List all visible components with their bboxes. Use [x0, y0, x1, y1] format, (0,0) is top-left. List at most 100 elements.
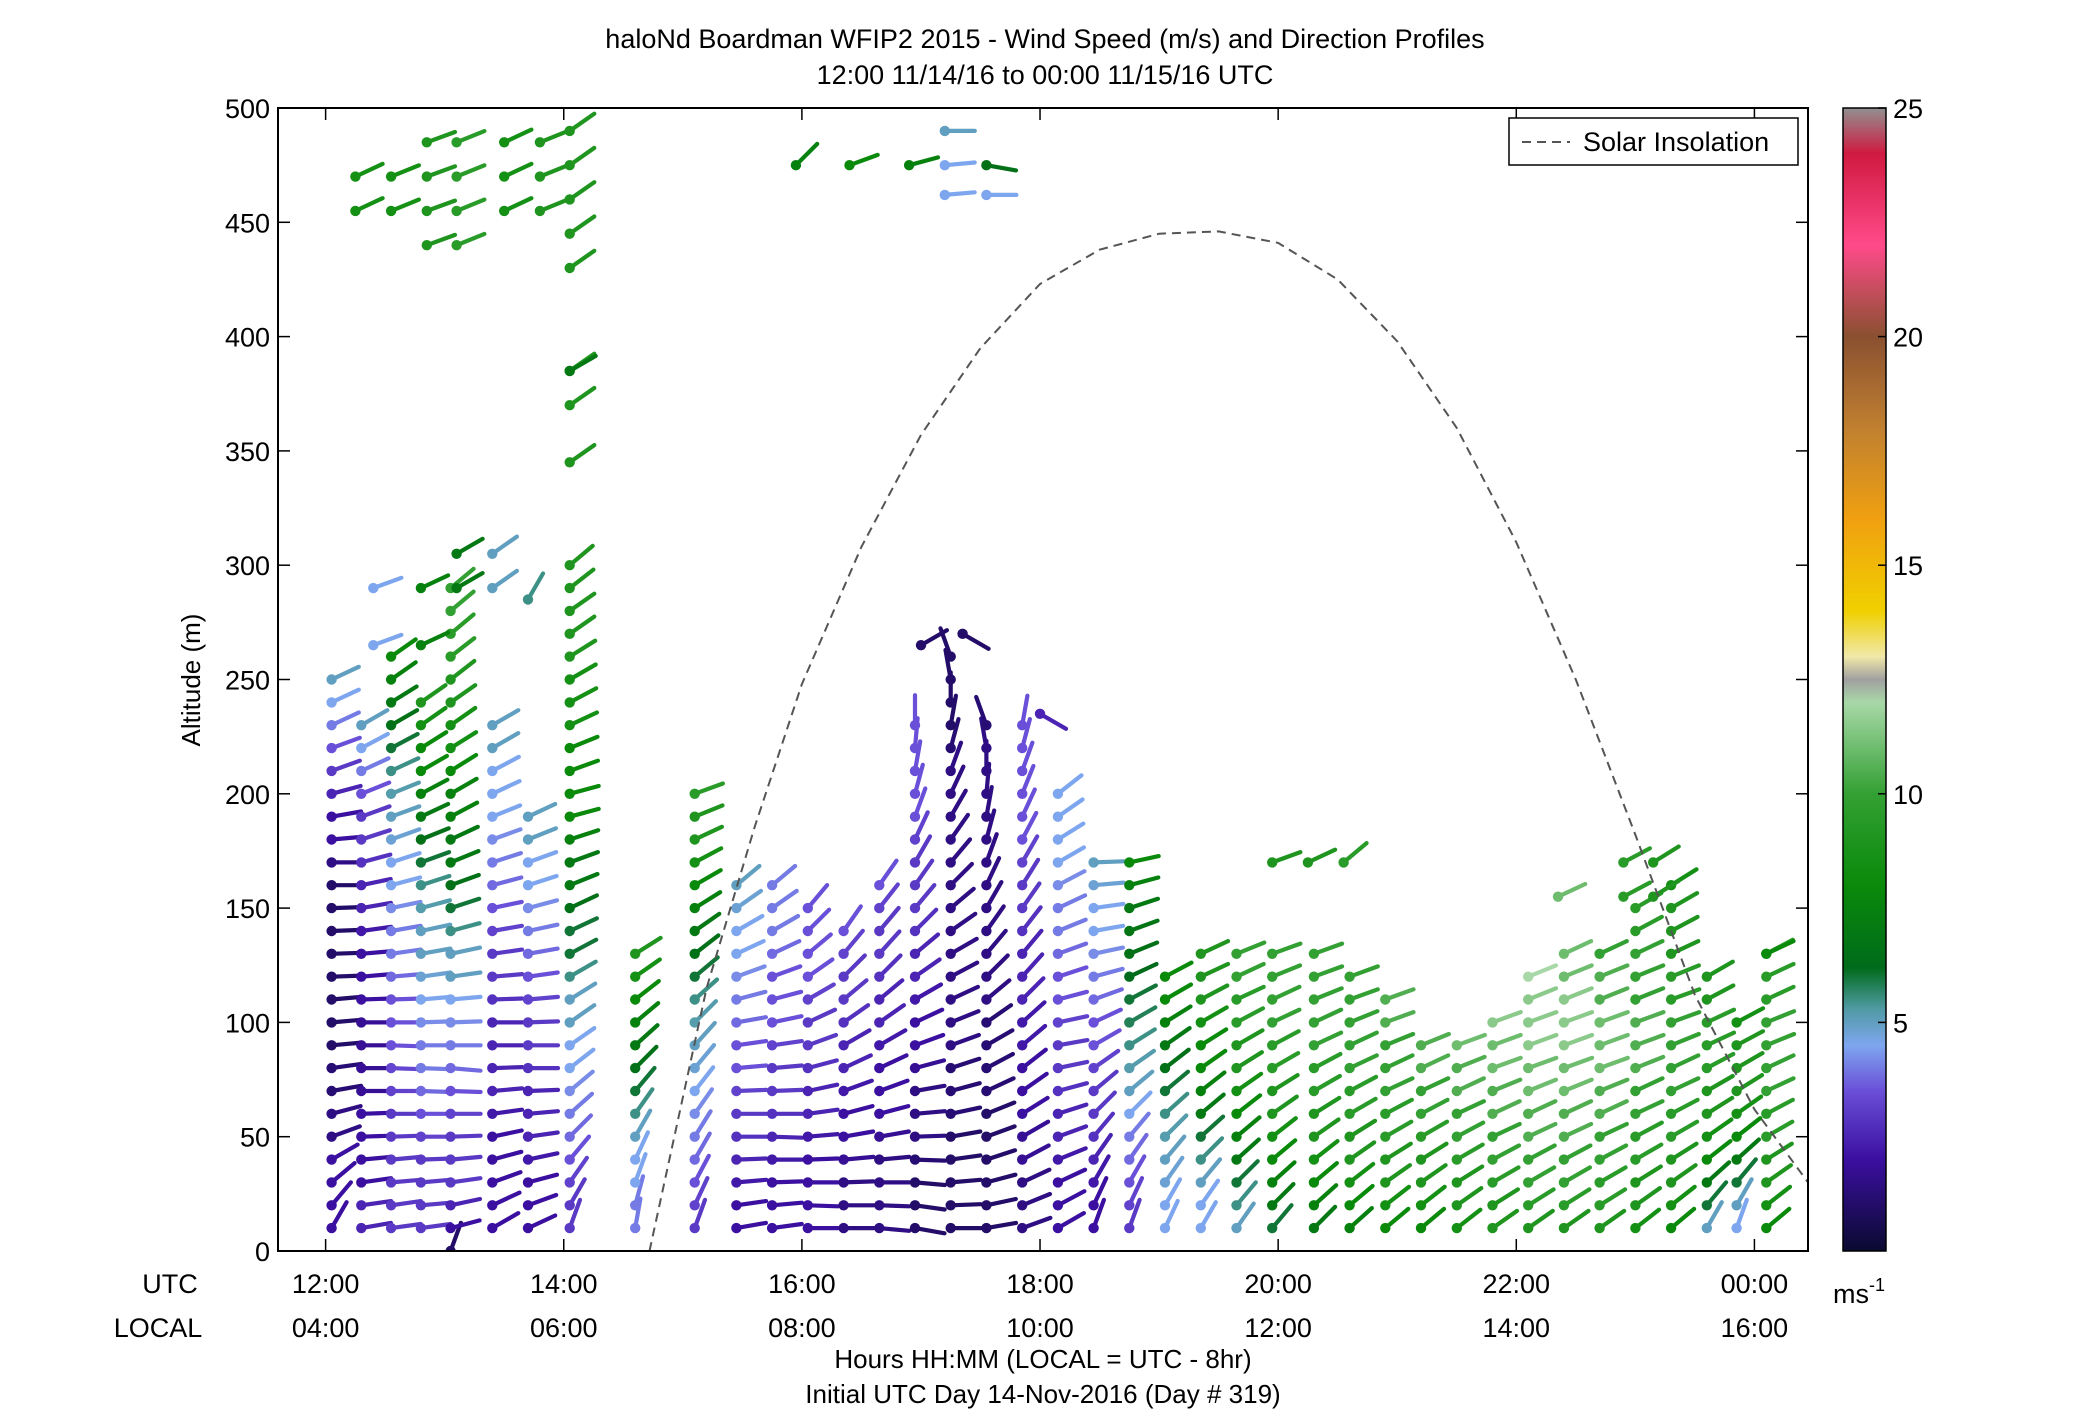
- wind-barb-dot: [356, 948, 367, 959]
- wind-barb-dot: [1308, 1131, 1320, 1142]
- wind-barb: [385, 756, 421, 777]
- wind-barb: [356, 876, 393, 891]
- wind-barb-dot: [1159, 1040, 1171, 1051]
- wind-barb: [1195, 1200, 1218, 1234]
- wind-barb: [630, 1130, 651, 1165]
- wind-barb-dot: [731, 1085, 742, 1097]
- wind-barb-dot: [1267, 1154, 1278, 1165]
- wind-barb-dot: [981, 1062, 992, 1074]
- wind-barb: [1088, 923, 1126, 937]
- wind-barb-dot: [1159, 1222, 1171, 1234]
- wind-barb: [689, 933, 721, 959]
- wind-barb-dot: [802, 994, 813, 1005]
- wind-barb-dot: [874, 1040, 885, 1051]
- wind-barb: [1380, 1141, 1413, 1165]
- wind-barb-dot: [451, 205, 462, 217]
- wind-barb: [689, 1175, 710, 1211]
- wind-barb-dot: [1665, 1062, 1677, 1074]
- wind-barb-dot: [689, 857, 700, 868]
- wind-barb: [1344, 1053, 1379, 1074]
- wind-barb-dot: [326, 788, 337, 799]
- wind-barb: [564, 871, 600, 891]
- wind-barb: [1088, 1028, 1122, 1051]
- wind-barb-dot: [1195, 1062, 1207, 1074]
- wind-barb-dot: [909, 742, 921, 754]
- wind-barb: [1052, 1167, 1088, 1188]
- wind-barb-dot: [1665, 1017, 1677, 1028]
- wind-barb: [909, 1058, 947, 1074]
- wind-barb-dot: [1523, 1131, 1534, 1142]
- wind-barb: [487, 1210, 521, 1234]
- x-axis-label: Hours HH:MM (LOCAL = UTC - 8hr): [834, 1344, 1251, 1374]
- wind-barb: [1523, 1077, 1559, 1097]
- wind-barb: [1052, 1081, 1090, 1097]
- wind-barb: [1124, 853, 1161, 868]
- wind-barb-dot: [766, 1222, 778, 1234]
- wind-barb: [1231, 1137, 1261, 1165]
- wind-barb-dot: [909, 1200, 921, 1211]
- wind-barb: [766, 1154, 805, 1165]
- wind-barb-dot: [909, 925, 921, 937]
- wind-barb-dot: [945, 902, 956, 914]
- wind-barb: [564, 806, 601, 822]
- wind-barb: [356, 971, 394, 982]
- wind-barb: [487, 923, 525, 937]
- wind-barb-dot: [564, 582, 575, 594]
- wind-barb: [1124, 896, 1161, 914]
- wind-barb: [1017, 1071, 1049, 1097]
- wind-barb: [689, 999, 719, 1028]
- wind-barb: [915, 628, 950, 651]
- wind-barb: [1594, 1032, 1630, 1051]
- wind-barb: [1052, 917, 1088, 937]
- wind-barb-dot: [385, 1222, 397, 1234]
- wind-barb: [1017, 905, 1043, 937]
- wind-barb-dot: [1594, 948, 1605, 959]
- wind-barb-dot: [415, 1200, 427, 1211]
- wind-barb-dot: [945, 697, 956, 708]
- wind-barb-dot: [1052, 1062, 1064, 1074]
- wind-barb: [909, 1032, 946, 1051]
- wind-barb-dot: [385, 1177, 397, 1188]
- wind-barb-dot: [1665, 971, 1677, 982]
- wind-barb: [487, 899, 524, 914]
- wind-barb-dot: [1088, 902, 1099, 914]
- wind-barb: [1761, 1184, 1793, 1211]
- wind-barb-dot: [1380, 1062, 1391, 1074]
- wind-barb: [838, 904, 863, 937]
- wind-barb-dot: [356, 902, 367, 914]
- wind-barb: [487, 778, 522, 799]
- wind-barb-dot: [1267, 1108, 1278, 1120]
- wind-barb-dot: [564, 400, 575, 411]
- wind-barb-dot: [689, 1154, 700, 1165]
- wind-barb-dot: [1380, 1131, 1391, 1142]
- wind-barb-dot: [1761, 1017, 1772, 1028]
- wind-barb: [564, 734, 600, 754]
- wind-barb: [356, 852, 393, 868]
- wind-barb: [564, 443, 597, 468]
- wind-barb-dot: [1523, 1108, 1534, 1120]
- wind-barb: [1701, 959, 1735, 982]
- wind-barb-dot: [1701, 1062, 1713, 1074]
- wind-barb-dot: [356, 720, 367, 731]
- wind-barb-dot: [1630, 1131, 1641, 1142]
- wind-barb: [522, 849, 559, 868]
- wind-barb: [1665, 1119, 1700, 1142]
- wind-barb: [689, 955, 720, 982]
- wind-barb: [1052, 1124, 1089, 1142]
- wind-barb-dot: [1017, 811, 1028, 822]
- wind-barb-dot: [385, 1154, 397, 1165]
- wind-barb-dot: [326, 925, 337, 937]
- wind-barb: [689, 1065, 716, 1097]
- wind-barb-dot: [1558, 1200, 1570, 1211]
- wind-barb-dot: [1124, 925, 1135, 937]
- wind-barb-dot: [874, 1131, 885, 1142]
- x-tick-label-utc: 20:00: [1244, 1269, 1312, 1299]
- wind-barb-dot: [1558, 1017, 1570, 1028]
- wind-barb-dot: [1052, 788, 1064, 799]
- wind-barb: [445, 730, 479, 754]
- wind-barb: [1231, 1028, 1265, 1051]
- wind-barb-dot: [1159, 1154, 1171, 1165]
- wind-barb-dot: [415, 1131, 427, 1142]
- wind-barb-dot: [564, 948, 575, 959]
- wind-barb: [1195, 1092, 1226, 1120]
